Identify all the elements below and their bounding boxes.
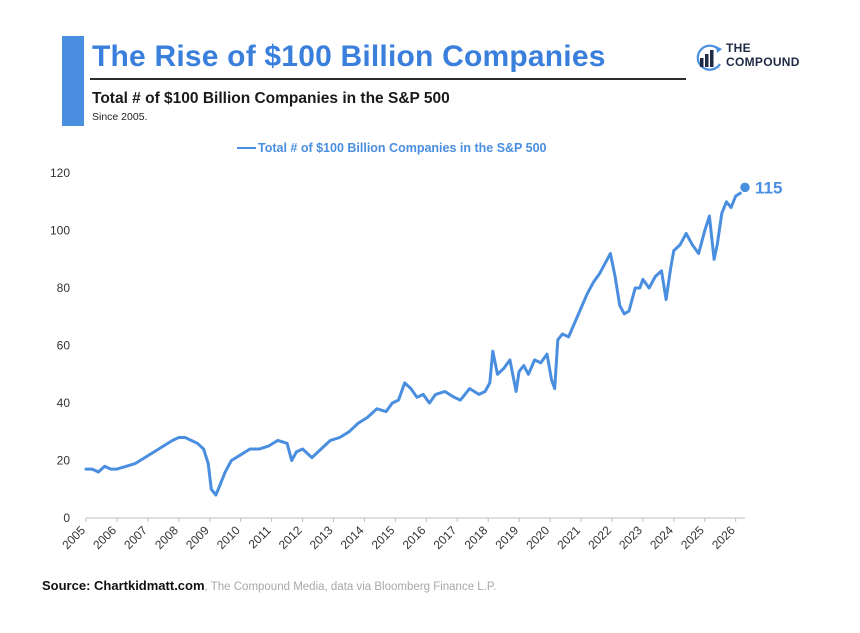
compound-logo: THE COMPOUND — [693, 40, 813, 80]
y-tick-label: 60 — [57, 339, 71, 353]
x-tick-label: 2018 — [462, 523, 491, 552]
legend-label: Total # of $100 Billion Companies in the… — [258, 141, 547, 155]
title-underline — [90, 78, 686, 80]
y-tick-label: 100 — [50, 224, 70, 238]
series-line — [84, 185, 747, 497]
y-tick-label: 20 — [57, 454, 71, 468]
x-tick-label: 2008 — [152, 523, 181, 552]
x-tick-label: 2007 — [121, 523, 150, 552]
x-tick-label: 2023 — [616, 523, 645, 552]
x-tick-label: 2011 — [246, 523, 274, 551]
x-tick-label: 2024 — [647, 523, 676, 552]
x-tick-label: 2016 — [400, 523, 429, 552]
x-tick-label: 2013 — [307, 523, 336, 552]
x-tick-label: 2010 — [214, 523, 243, 552]
y-tick-label: 80 — [57, 281, 71, 295]
logo-text-line1: THE — [726, 41, 751, 55]
since-note: Since 2005. — [92, 111, 148, 123]
end-value-label: 115 — [755, 178, 782, 197]
x-tick-label: 2014 — [338, 523, 367, 552]
y-tick-label: 0 — [63, 511, 70, 525]
logo-text-line2: COMPOUND — [726, 54, 800, 69]
source-note: Source: Chartkidmatt.com, The Compound M… — [42, 578, 496, 593]
y-tick-label: 120 — [50, 166, 70, 180]
x-tick-label: 2022 — [585, 523, 614, 552]
end-point-marker — [738, 181, 752, 194]
title-accent-bar — [62, 36, 84, 126]
x-tick-label: 2017 — [431, 523, 460, 552]
x-tick-label: 2012 — [276, 523, 305, 552]
x-tick-label: 2005 — [59, 523, 88, 552]
y-tick-label: 40 — [57, 396, 71, 410]
x-tick-label: 2020 — [523, 523, 552, 552]
source-rest: , The Compound Media, data via Bloomberg… — [204, 581, 497, 593]
chart-legend: Total # of $100 Billion Companies in the… — [237, 141, 547, 155]
x-tick-label: 2015 — [369, 523, 398, 552]
x-tick-label: 2026 — [709, 523, 738, 552]
source-bold: Source: Chartkidmatt.com — [42, 578, 205, 593]
chart-subtitle: Total # of $100 Billion Companies in the… — [92, 90, 450, 107]
x-axis: 2005 2006 2007 2008 2009 2010 2011 2012 2013 2014… — [59, 517, 745, 552]
x-tick-label: 2006 — [90, 523, 119, 552]
x-tick-label: 2025 — [678, 523, 707, 552]
x-tick-label: 2019 — [492, 523, 521, 552]
x-tick-label: 2021 — [554, 523, 583, 552]
chart-title: The Rise of $100 Billion Companies — [92, 40, 606, 73]
compound-bars-icon — [696, 44, 722, 71]
y-axis: 0 20 40 60 80 100 120 — [50, 166, 70, 525]
series-group: 115 — [84, 178, 782, 497]
x-tick-label: 2009 — [183, 523, 212, 552]
